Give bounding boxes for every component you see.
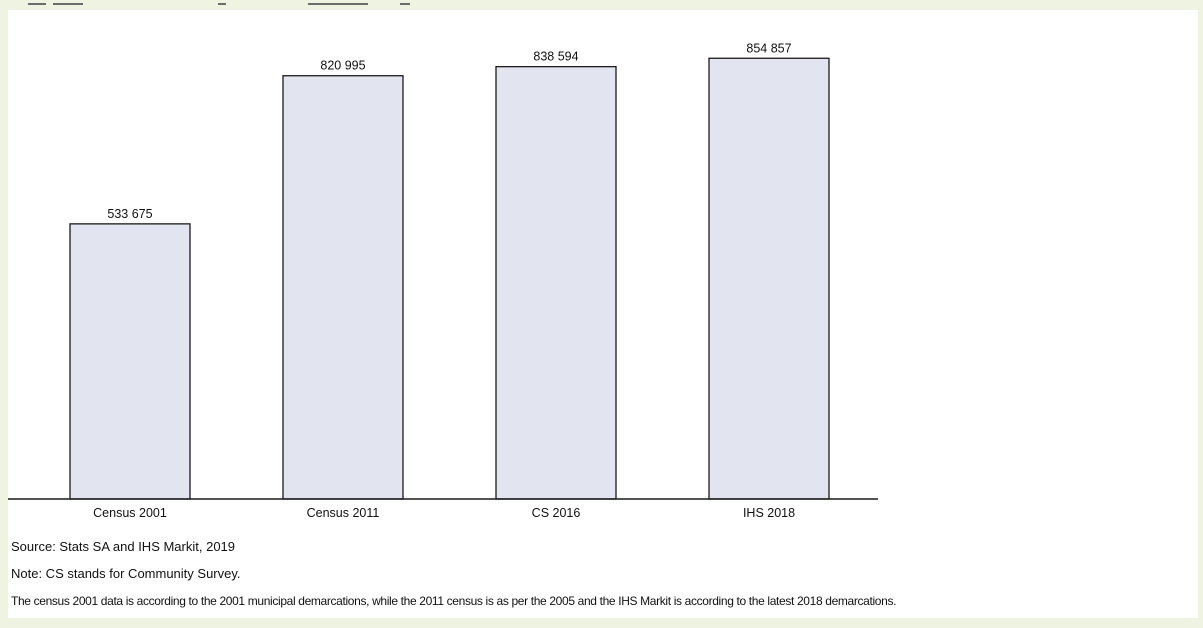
- data-labels-layer: 533 675 820 995 838 594 854 857: [107, 41, 791, 221]
- data-label-1: 533 675: [107, 207, 152, 221]
- demarcation-note: The census 2001 data is according to the…: [11, 594, 897, 608]
- cropped-header-text: [8, 0, 428, 10]
- x-tick-label-2: Census 2011: [307, 506, 380, 520]
- bar-4: [708, 57, 830, 500]
- source-note: Source: Stats SA and IHS Markit, 2019: [11, 539, 236, 554]
- data-label-3: 838 594: [533, 50, 578, 64]
- bar-3: [495, 66, 617, 500]
- data-label-2: 820 995: [320, 59, 365, 73]
- chart-panel: 533 675 820 995 838 594 854 857 Census 2001…: [8, 10, 1198, 618]
- x-tick-label-4: IHS 2018: [743, 506, 795, 520]
- data-label-4: 854 857: [746, 41, 791, 55]
- community-survey-note: Note: CS stands for Community Survey.: [11, 566, 241, 581]
- bar-1: [69, 223, 191, 500]
- bar-chart: 533 675 820 995 838 594 854 857 Census 2001…: [8, 41, 878, 520]
- x-tick-label-1: Census 2001: [93, 506, 167, 520]
- bars-layer: [69, 57, 830, 500]
- bar-2: [282, 75, 404, 500]
- x-tick-labels-layer: Census 2001 Census 2011 CS 2016 IHS 2018: [93, 506, 795, 520]
- x-tick-label-3: CS 2016: [532, 506, 581, 520]
